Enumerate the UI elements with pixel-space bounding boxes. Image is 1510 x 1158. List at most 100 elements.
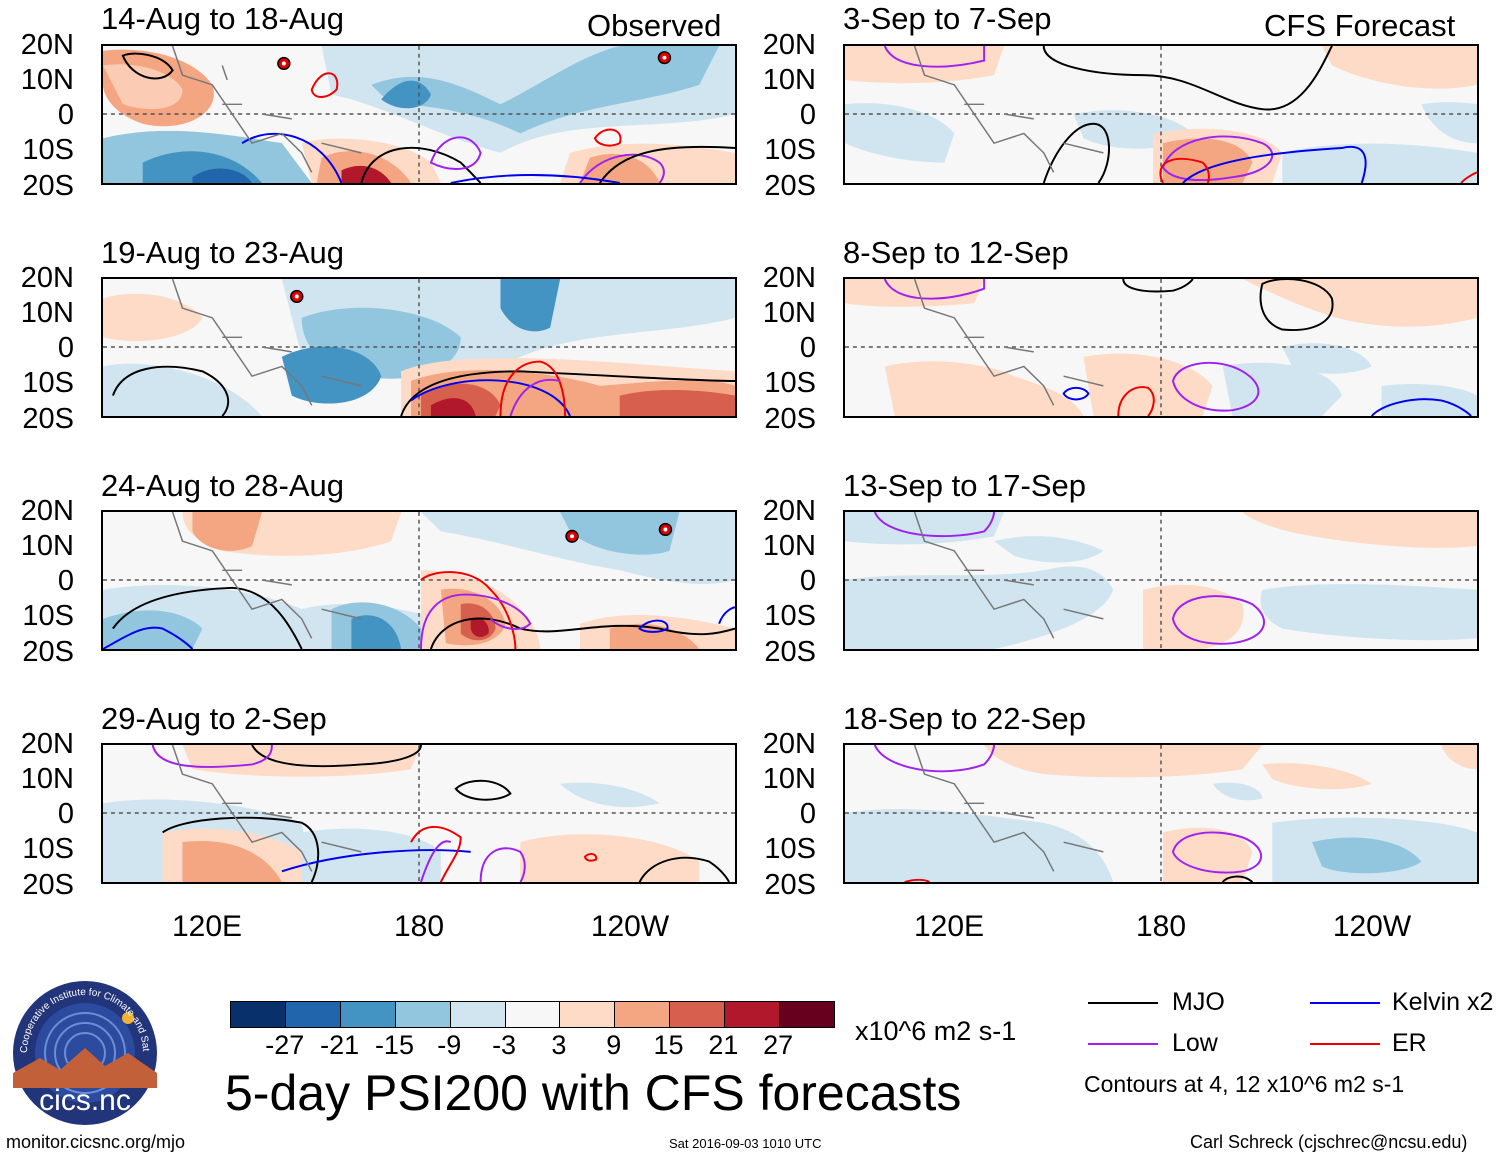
colorbar-tick-label: -21 [320, 1030, 360, 1060]
panel-title: 8-Sep to 12-Sep [843, 235, 1069, 270]
lat-label: 10S [764, 833, 816, 865]
lat-label: 0 [57, 565, 74, 597]
lat-label: 20S [764, 869, 816, 901]
lat-label: 10N [762, 530, 816, 562]
observed-header: Observed [587, 8, 722, 43]
lat-label: 10N [20, 763, 74, 795]
legend-label: Kelvin x2 [1392, 988, 1494, 1016]
colorbar-swatch [559, 1002, 615, 1027]
colorbar-units: x10^6 m2 s-1 [855, 1016, 1017, 1046]
colorbar [230, 1001, 835, 1028]
colorbar-tick-label: 21 [708, 1030, 739, 1060]
lat-label: 0 [57, 99, 74, 131]
lat-label: 10N [762, 763, 816, 795]
psi200-map [103, 279, 735, 416]
colorbar-swatch [394, 1002, 450, 1027]
lat-label: 0 [799, 99, 816, 131]
lat-label: 10N [20, 530, 74, 562]
lat-label: 20S [764, 170, 816, 202]
map-panel [101, 743, 737, 884]
tropical-cyclone-icon [657, 51, 672, 65]
colorbar-swatch [231, 1002, 285, 1027]
map-panel [843, 277, 1479, 418]
lat-label: 0 [799, 798, 816, 830]
psi200-map [103, 745, 735, 882]
psi200-map [845, 46, 1477, 183]
tropical-cyclone-icon [290, 289, 304, 304]
lon-label: 120W [1332, 910, 1412, 943]
legend: MJO Kelvin x2 Low ER [1088, 990, 1508, 1090]
lat-label: 20S [22, 636, 74, 668]
panel-title: 13-Sep to 17-Sep [843, 468, 1087, 503]
lon-label: 180 [393, 910, 445, 943]
map-panel [843, 44, 1479, 185]
lon-label: 120W [590, 910, 670, 943]
lat-label: 0 [799, 565, 816, 597]
tropical-cyclone-icon [565, 529, 579, 543]
colorbar-tick-label: -3 [492, 1030, 517, 1060]
lat-label: 10S [22, 833, 74, 865]
legend-line-low [1088, 1043, 1158, 1045]
colorbar-swatch [724, 1002, 780, 1027]
cics-logo: Cooperative Institute for Climate and Sa… [7, 970, 160, 1128]
lat-label: 20S [22, 170, 74, 202]
panel-title: 24-Aug to 28-Aug [101, 468, 345, 503]
panel-title: 18-Sep to 22-Sep [843, 701, 1087, 736]
colorbar-swatch [669, 1002, 725, 1027]
lat-label: 20N [20, 29, 74, 61]
footer-author: Carl Schreck (cjschrec@ncsu.edu) [1190, 1132, 1468, 1152]
panel-title: 3-Sep to 7-Sep [843, 1, 1052, 36]
lon-label: 120E [913, 910, 985, 943]
colorbar-swatch [284, 1002, 340, 1027]
map-panel [101, 44, 737, 185]
psi200-map [103, 512, 735, 649]
lat-label: 10S [764, 600, 816, 632]
psi200-map [845, 279, 1477, 416]
tropical-cyclone-icon [658, 522, 673, 537]
legend-label: MJO [1172, 988, 1225, 1016]
lat-label: 10S [764, 367, 816, 399]
colorbar-swatch [614, 1002, 670, 1027]
tropical-cyclone-icon [277, 56, 291, 71]
legend-line-kelvin [1310, 1002, 1380, 1004]
legend-label: ER [1392, 1029, 1427, 1057]
lon-label: 120E [171, 910, 243, 943]
colorbar-tick-label: 9 [606, 1030, 622, 1060]
lat-label: 20S [22, 403, 74, 435]
lat-label: 20N [20, 495, 74, 527]
colorbar-swatch [504, 1002, 560, 1027]
footer-timestamp: Sat 2016-09-03 1010 UTC [669, 1136, 822, 1151]
legend-label: Low [1172, 1029, 1218, 1057]
panel-title: 14-Aug to 18-Aug [101, 1, 345, 36]
lat-label: 10S [22, 134, 74, 166]
panel-title: 29-Aug to 2-Sep [101, 701, 327, 736]
lat-label: 20N [762, 728, 816, 760]
psi200-map [103, 46, 735, 183]
lon-label: 180 [1135, 910, 1187, 943]
colorbar-swatch [779, 1002, 834, 1027]
lat-label: 0 [799, 332, 816, 364]
colorbar-tick-label: 3 [551, 1030, 567, 1060]
colorbar-tick-label: 15 [653, 1030, 684, 1060]
figure-title: 5-day PSI200 with CFS forecasts [225, 1065, 962, 1121]
lat-label: 20S [764, 403, 816, 435]
lat-label: 10N [762, 64, 816, 96]
lat-label: 20N [20, 262, 74, 294]
map-panel [843, 743, 1479, 884]
lat-label: 20S [22, 869, 74, 901]
colorbar-tick-label: -27 [265, 1030, 305, 1060]
legend-line-er [1310, 1043, 1380, 1045]
lat-label: 20N [762, 262, 816, 294]
forecast-header: CFS Forecast [1264, 8, 1456, 43]
lat-label: 20N [762, 29, 816, 61]
lat-label: 10N [762, 297, 816, 329]
contour-note: Contours at 4, 12 x10^6 m2 s-1 [1084, 1071, 1405, 1097]
psi200-map [845, 512, 1477, 649]
lat-label: 20N [762, 495, 816, 527]
map-panel [101, 277, 737, 418]
psi200-map [845, 745, 1477, 882]
colorbar-tick-label: -9 [437, 1030, 462, 1060]
footer-url: monitor.cicsnc.org/mjo [6, 1132, 186, 1152]
lat-label: 10S [22, 367, 74, 399]
lat-label: 0 [57, 798, 74, 830]
